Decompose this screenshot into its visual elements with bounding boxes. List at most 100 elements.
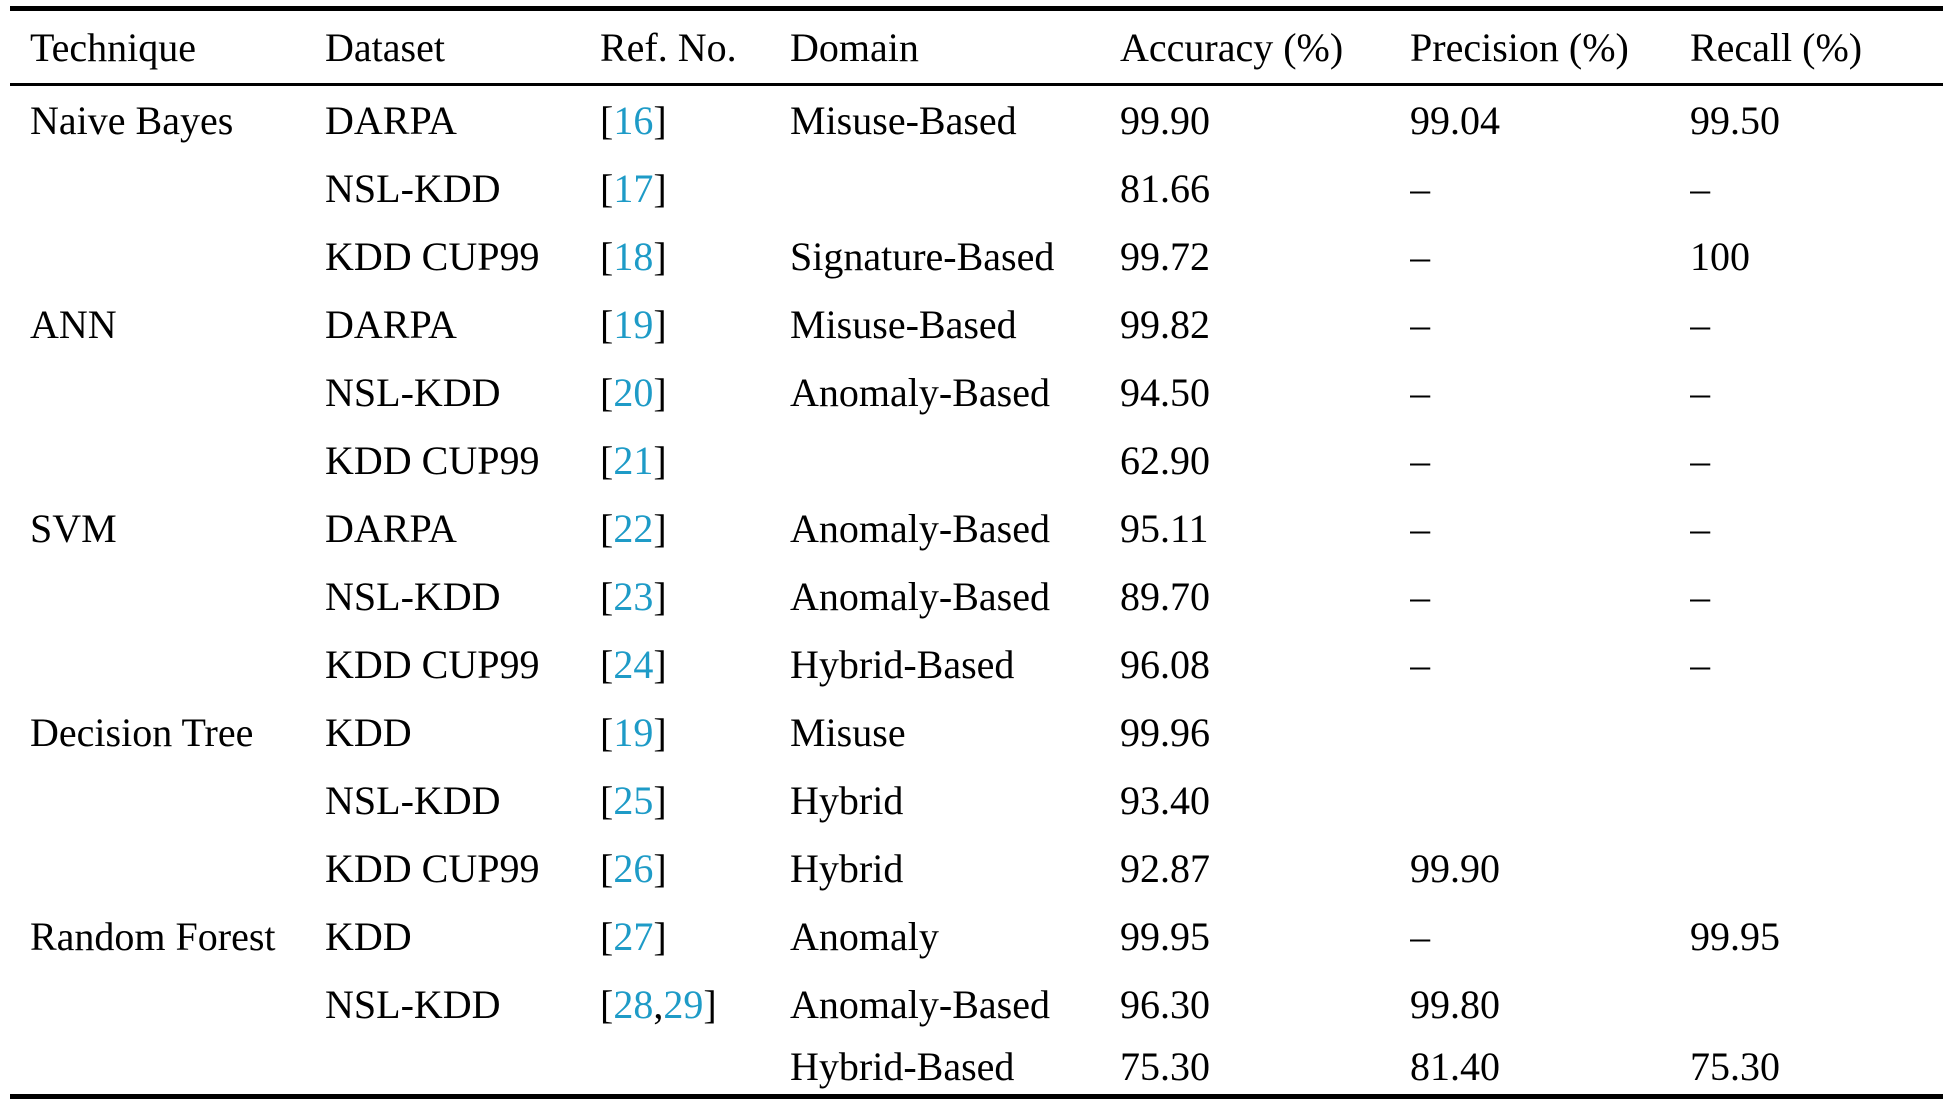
precision-cell: – [1410, 573, 1430, 619]
accuracy-cell: 62.90 [1120, 437, 1210, 483]
recall-cell: – [1690, 437, 1710, 483]
dataset-cell: DARPA [325, 97, 457, 143]
dataset-cell: KDD CUP99 [325, 845, 540, 891]
domain-cell: Hybrid [790, 845, 904, 891]
recall-cell: – [1690, 369, 1710, 415]
precision-cell: 99.90 [1410, 845, 1500, 891]
ref-cell: [17] [600, 165, 667, 211]
table-row: KDD CUP99 [26] Hybrid 92.87 99.90 [10, 834, 1943, 902]
ref-cell: [26] [600, 845, 667, 891]
precision-cell: – [1410, 165, 1430, 211]
domain-cell: Misuse-Based [790, 301, 1017, 347]
table-row: Naive Bayes DARPA [16] Misuse-Based 99.90 99.… [10, 85, 1943, 155]
dataset-cell: DARPA [325, 301, 457, 347]
citation-link[interactable]: 29 [663, 981, 704, 1027]
technique-cell [10, 426, 325, 494]
ref-cell: [27] [600, 913, 667, 959]
accuracy-cell: 96.30 [1120, 981, 1210, 1027]
recall-cell [1690, 766, 1943, 834]
technique-cell [10, 766, 325, 834]
ref-cell [600, 1038, 790, 1097]
ref-cell: [16] [600, 97, 667, 143]
domain-cell: Signature-Based [790, 233, 1055, 279]
accuracy-cell: 89.70 [1120, 573, 1210, 619]
dataset-cell: NSL-KDD [325, 165, 501, 211]
citation-link[interactable]: 19 [613, 301, 654, 347]
header-accuracy: Accuracy (%) [1120, 8, 1410, 86]
citation-link[interactable]: 19 [613, 709, 654, 755]
citation-link[interactable]: 28 [613, 981, 654, 1027]
precision-cell: – [1410, 505, 1430, 551]
header-row: Technique Dataset Ref. No. Domain Accura… [10, 8, 1943, 86]
table-row: KDD CUP99 [18] Signature-Based 99.72 – 100 [10, 222, 1943, 290]
domain-cell: Anomaly-Based [790, 505, 1050, 551]
citation-link[interactable]: 22 [613, 505, 654, 551]
accuracy-cell: 96.08 [1120, 641, 1210, 687]
citation-link[interactable]: 23 [613, 573, 654, 619]
recall-cell: – [1690, 641, 1710, 687]
table-row: Decision Tree KDD [19] Misuse 99.96 [10, 698, 1943, 766]
citation-link[interactable]: 16 [613, 97, 654, 143]
table-row: NSL-KDD [28,29] Anomaly-Based 96.30 99.80 [10, 970, 1943, 1038]
table-row: KDD CUP99 [21] 62.90 – – [10, 426, 1943, 494]
table-row: ANN DARPA [19] Misuse-Based 99.82 – – [10, 290, 1943, 358]
accuracy-cell: 99.95 [1120, 913, 1210, 959]
ref-cell: [20] [600, 369, 667, 415]
precision-cell [1410, 766, 1690, 834]
table-row: SVM DARPA [22] Anomaly-Based 95.11 – – [10, 494, 1943, 562]
dataset-cell: NSL-KDD [325, 573, 501, 619]
precision-cell: – [1410, 369, 1430, 415]
citation-link[interactable]: 25 [613, 777, 654, 823]
header-precision: Precision (%) [1410, 8, 1690, 86]
recall-cell: – [1690, 505, 1710, 551]
header-domain: Domain [790, 8, 1120, 86]
precision-cell: – [1410, 437, 1430, 483]
dataset-cell: DARPA [325, 505, 457, 551]
table-row: NSL-KDD [23] Anomaly-Based 89.70 – – [10, 562, 1943, 630]
citation-link[interactable]: 26 [613, 845, 654, 891]
accuracy-cell: 99.90 [1120, 97, 1210, 143]
domain-cell [790, 154, 1120, 222]
accuracy-cell: 99.96 [1120, 709, 1210, 755]
accuracy-cell: 75.30 [1120, 1043, 1210, 1089]
precision-cell [1410, 698, 1690, 766]
precision-cell: 99.04 [1410, 97, 1500, 143]
citation-link[interactable]: 18 [613, 233, 654, 279]
accuracy-cell: 99.82 [1120, 301, 1210, 347]
citation-link[interactable]: 20 [613, 369, 654, 415]
header-dataset: Dataset [325, 8, 600, 86]
domain-cell: Anomaly-Based [790, 981, 1050, 1027]
domain-cell: Hybrid [790, 777, 904, 823]
ref-cell: [25] [600, 777, 667, 823]
table-row: NSL-KDD [20] Anomaly-Based 94.50 – – [10, 358, 1943, 426]
technique-cell [10, 1038, 325, 1097]
domain-cell: Anomaly [790, 913, 939, 959]
precision-cell: – [1410, 913, 1430, 959]
header-technique: Technique [10, 8, 325, 86]
dataset-cell: NSL-KDD [325, 369, 501, 415]
table-row: KDD CUP99 [24] Hybrid-Based 96.08 – – [10, 630, 1943, 698]
domain-cell: Anomaly-Based [790, 573, 1050, 619]
table-header: Technique Dataset Ref. No. Domain Accura… [10, 8, 1943, 86]
recall-cell: – [1690, 301, 1710, 347]
accuracy-cell: 92.87 [1120, 845, 1210, 891]
dataset-cell: KDD [325, 913, 412, 959]
domain-cell: Hybrid-Based [790, 641, 1015, 687]
citation-link[interactable]: 24 [613, 641, 654, 687]
technique-cell: Random Forest [30, 913, 276, 959]
citation-link[interactable]: 21 [613, 437, 654, 483]
domain-cell: Anomaly-Based [790, 369, 1050, 415]
ref-cell: [19] [600, 301, 667, 347]
citation-link[interactable]: 17 [613, 165, 654, 211]
recall-cell: 100 [1690, 233, 1750, 279]
technique-cell [10, 358, 325, 426]
accuracy-cell: 99.72 [1120, 233, 1210, 279]
ref-cell: [23] [600, 573, 667, 619]
table-body: Naive Bayes DARPA [16] Misuse-Based 99.90 99.… [10, 85, 1943, 1097]
accuracy-cell: 81.66 [1120, 165, 1210, 211]
table-row: Hybrid-Based 75.30 81.40 75.30 [10, 1038, 1943, 1097]
ref-cell: [22] [600, 505, 667, 551]
citation-link[interactable]: 27 [613, 913, 654, 959]
header-recall: Recall (%) [1690, 8, 1943, 86]
